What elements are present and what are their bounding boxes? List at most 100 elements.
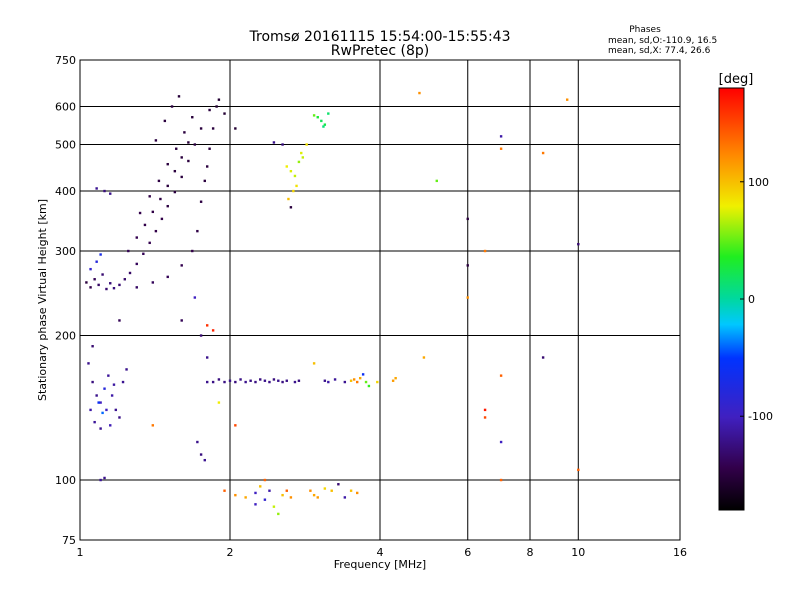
data-point	[263, 498, 267, 501]
data-point	[95, 394, 98, 397]
data-point	[163, 119, 167, 123]
data-point	[217, 401, 221, 404]
data-point	[101, 273, 104, 276]
data-point	[483, 416, 487, 419]
data-point	[249, 379, 252, 382]
data-point	[112, 286, 116, 290]
data-point	[330, 489, 333, 492]
data-point	[187, 159, 190, 163]
data-point	[93, 278, 96, 281]
data-point	[101, 411, 104, 415]
data-point	[180, 319, 183, 322]
data-point	[254, 380, 257, 384]
data-point	[105, 287, 108, 291]
data-point	[205, 324, 209, 327]
data-point	[180, 156, 183, 159]
data-point	[234, 424, 237, 427]
data-point	[157, 179, 161, 183]
y-tick-label: 400	[55, 185, 76, 198]
data-point	[323, 379, 327, 382]
data-point	[114, 408, 118, 412]
data-point	[211, 380, 215, 384]
data-point	[154, 229, 158, 233]
data-point	[343, 380, 347, 384]
data-point	[312, 114, 316, 117]
data-point	[196, 440, 199, 444]
data-point	[166, 162, 169, 166]
data-point	[376, 380, 379, 384]
data-points	[85, 91, 580, 516]
data-point	[89, 267, 92, 271]
data-point	[118, 319, 121, 322]
data-point	[565, 98, 569, 101]
axis-ticks: 1 2 4 6 8 10 16 750 600 500 400 300 200 100 75	[55, 54, 687, 559]
data-point	[166, 184, 169, 188]
data-point	[135, 236, 138, 239]
data-point	[333, 378, 337, 381]
chart-title: Tromsø 20161115 15:54:00-15:55:43	[249, 29, 511, 45]
data-point	[272, 141, 276, 144]
data-point	[254, 503, 257, 506]
data-point	[263, 478, 267, 482]
data-point	[97, 283, 100, 287]
x-tick-label: 16	[673, 546, 687, 559]
data-point	[281, 493, 284, 497]
data-point	[93, 420, 96, 424]
data-point	[91, 380, 94, 384]
data-point	[297, 160, 301, 164]
data-point	[316, 496, 319, 499]
data-point	[364, 380, 368, 384]
data-point	[541, 151, 545, 155]
data-point	[95, 260, 98, 263]
data-point	[87, 362, 90, 365]
data-point	[208, 147, 211, 150]
data-point	[394, 376, 397, 380]
data-point	[316, 116, 319, 119]
data-point	[99, 253, 102, 256]
data-point	[187, 141, 190, 144]
data-point	[234, 380, 237, 384]
data-point	[322, 125, 325, 128]
data-point	[217, 378, 221, 381]
data-point	[234, 127, 237, 130]
data-point	[99, 401, 102, 404]
phases-heading: Phases	[629, 25, 661, 35]
x-tick-label: 2	[227, 546, 234, 559]
data-point	[285, 379, 288, 382]
data-point	[483, 249, 487, 253]
y-tick-label: 600	[55, 101, 76, 114]
data-point	[118, 416, 121, 419]
x-tick-label: 4	[377, 546, 384, 559]
data-point	[281, 143, 284, 146]
data-point	[272, 378, 276, 381]
data-point	[277, 379, 280, 382]
data-point	[577, 468, 580, 472]
data-point	[85, 281, 88, 284]
data-point	[391, 379, 395, 382]
data-point	[289, 206, 293, 209]
data-point	[128, 271, 132, 275]
data-point	[89, 286, 92, 289]
data-point	[196, 229, 199, 233]
data-point	[180, 264, 183, 267]
data-point	[289, 169, 293, 173]
data-point	[110, 394, 114, 397]
data-point	[211, 127, 215, 130]
data-point	[499, 478, 503, 482]
y-tick-label: 100	[55, 474, 76, 487]
data-point	[499, 135, 503, 138]
data-point	[103, 189, 106, 193]
data-point	[259, 378, 262, 381]
data-point	[297, 379, 301, 382]
data-point	[285, 165, 288, 168]
data-point	[138, 211, 142, 215]
y-tick-label: 75	[62, 534, 76, 547]
phases-o-stats: mean, sd,O:-110.9, 16.5	[608, 36, 717, 46]
data-point	[203, 458, 206, 462]
data-point	[95, 187, 98, 190]
data-point	[355, 380, 359, 384]
data-point	[466, 296, 469, 299]
data-point	[215, 105, 218, 108]
data-point	[199, 334, 203, 337]
colorbar-tick-label: 0	[748, 293, 755, 306]
